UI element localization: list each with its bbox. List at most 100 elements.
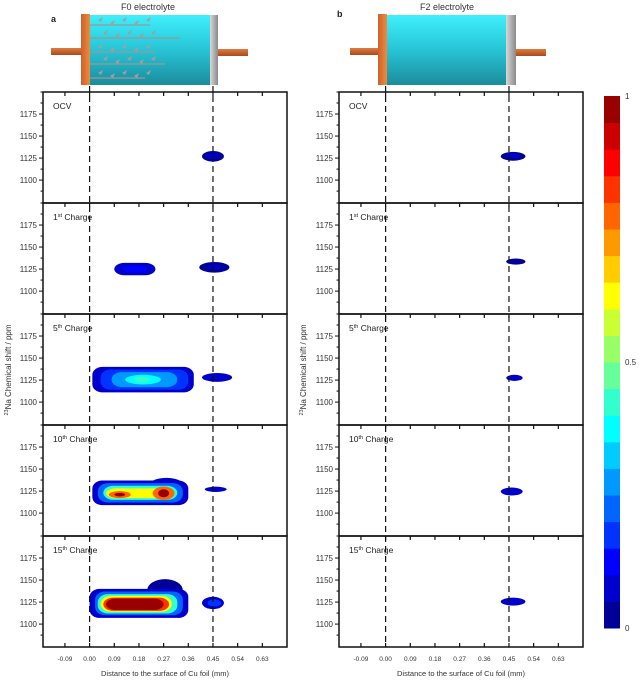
y-tick-label: 1100 xyxy=(20,398,38,407)
subplot-label-sup: th xyxy=(58,324,63,330)
y-tick-label: 1175 xyxy=(20,554,38,563)
dendrite-branch xyxy=(115,33,120,38)
subplot-label-sup: th xyxy=(358,435,363,441)
y-tick-label: 1150 xyxy=(20,576,38,585)
cu-foil-electrode xyxy=(81,14,90,85)
colorbar-segment xyxy=(604,415,620,443)
dendrite-branch xyxy=(98,44,103,49)
subplot-label-sup: th xyxy=(358,546,363,552)
contour-region xyxy=(202,373,233,382)
dendrite-branch xyxy=(98,17,103,22)
x-tick-label: 0.45 xyxy=(207,656,220,663)
colorbar-segment xyxy=(604,149,620,177)
contour-region xyxy=(506,374,523,381)
current-collector-tab-left xyxy=(350,48,378,55)
subplot-label-word: Charge xyxy=(67,434,98,444)
subplot-3: 1100 1125 1150 1175 10th Charge xyxy=(20,424,288,537)
y-tick-label: 1125 xyxy=(316,265,334,274)
x-tick-label: 0.54 xyxy=(231,656,244,663)
y-axis-label: 23Na Chemical shift / ppm xyxy=(4,324,13,415)
subplot-label: 10th Charge xyxy=(349,434,394,444)
y-tick-label: 1175 xyxy=(20,221,38,230)
x-tick-label: 0.18 xyxy=(133,656,146,663)
dendrite-branch xyxy=(110,47,115,52)
contour-region xyxy=(207,599,222,607)
y-tick-label: 1100 xyxy=(20,509,38,518)
y-tick-label: 1150 xyxy=(316,243,334,252)
battery-illustration xyxy=(350,14,546,85)
dendrite-branch xyxy=(134,47,139,52)
x-tick-label: 0.00 xyxy=(379,656,392,663)
subplot-label-num: 5 xyxy=(53,323,58,333)
x-tick-label: 0.45 xyxy=(503,656,516,663)
y-tick-label: 1125 xyxy=(20,487,38,496)
subplot-label-word: Charge xyxy=(358,212,389,222)
colorbar-segment xyxy=(604,521,620,549)
dendrite-branch xyxy=(127,56,132,61)
contour-region xyxy=(207,264,222,270)
colorbar: 00.51 xyxy=(604,92,637,633)
subplot-label-num: 10 xyxy=(349,434,359,444)
y-tick-label: 1175 xyxy=(20,110,38,119)
dendrite-branch xyxy=(146,44,151,49)
subplot-2: 1100 1125 1150 1175 5th Charge xyxy=(316,313,584,426)
subplot-label-sup: th xyxy=(62,435,67,441)
panel-letter: a xyxy=(51,14,57,24)
battery-illustration xyxy=(51,14,248,85)
dendrite-branch xyxy=(134,20,139,25)
dendrite-branch xyxy=(122,17,127,22)
subplot-label-word: Charge xyxy=(358,323,389,333)
dendrite-branch xyxy=(98,70,103,75)
x-tick-label: 0.18 xyxy=(429,656,442,663)
x-tick-label: 0.36 xyxy=(478,656,491,663)
subplot-label-num: 10 xyxy=(53,434,63,444)
y-axis-label-text: Na Chemical shift / ppm xyxy=(4,324,13,409)
panel-a: F0 electrolytea1100112511501175OCV110011… xyxy=(4,2,288,678)
contour-region xyxy=(133,376,150,383)
dendrites xyxy=(90,17,180,79)
x-tick-label: 0.00 xyxy=(83,656,96,663)
cu-foil-electrode xyxy=(378,14,387,85)
colorbar-segment xyxy=(604,388,620,416)
subplot-label-num: 15 xyxy=(349,545,359,555)
y-tick-label: 1100 xyxy=(316,398,334,407)
colorbar-segment xyxy=(604,255,620,283)
subplot-label-num: OCV xyxy=(349,101,368,111)
subplot-label-num: 5 xyxy=(349,323,354,333)
y-tick-label: 1100 xyxy=(20,620,38,629)
dendrite-branch xyxy=(151,30,156,35)
contour-region xyxy=(500,597,526,606)
subplot-label-num: 1 xyxy=(349,212,354,222)
dendrite-branch xyxy=(110,73,115,78)
colorbar-segment xyxy=(604,495,620,523)
y-axis-label: 23Na Chemical shift / ppm xyxy=(299,324,308,415)
subplot-label: 10th Charge xyxy=(53,434,98,444)
y-tick-label: 1125 xyxy=(20,265,38,274)
y-axis-label-isotope: 23 xyxy=(4,409,10,415)
y-tick-label: 1150 xyxy=(316,576,334,585)
colorbar-segment xyxy=(604,202,620,230)
subplot-label: 15th Charge xyxy=(349,545,394,555)
current-collector-tab-left xyxy=(51,48,81,55)
subplot-label-word: Charge xyxy=(363,545,394,555)
colorbar-tick-label: 0 xyxy=(625,624,630,633)
x-tick-label: 0.63 xyxy=(552,656,565,663)
y-tick-label: 1100 xyxy=(316,287,334,296)
na-metal-electrode xyxy=(210,15,218,85)
contour-region xyxy=(122,265,148,273)
dendrite-branch xyxy=(139,59,144,64)
dendrite-branch xyxy=(139,33,144,38)
x-tick-label: 0.27 xyxy=(453,656,466,663)
subplot-0: 1100 1125 1150 1175 OCV xyxy=(316,91,584,204)
subplot-label-word: Charge xyxy=(363,434,394,444)
subplot-label: 15th Charge xyxy=(53,545,98,555)
y-axis-label-text: Na Chemical shift / ppm xyxy=(299,324,308,409)
x-tick-label: -0.09 xyxy=(58,656,73,663)
panel-b: F2 electrolyteb1100112511501175OCV110011… xyxy=(299,2,584,678)
colorbar-segment xyxy=(604,308,620,336)
panel-title: F0 electrolyte xyxy=(121,2,175,12)
dendrite-branch xyxy=(115,59,120,64)
y-tick-label: 1150 xyxy=(316,465,334,474)
contour-region xyxy=(500,487,523,496)
